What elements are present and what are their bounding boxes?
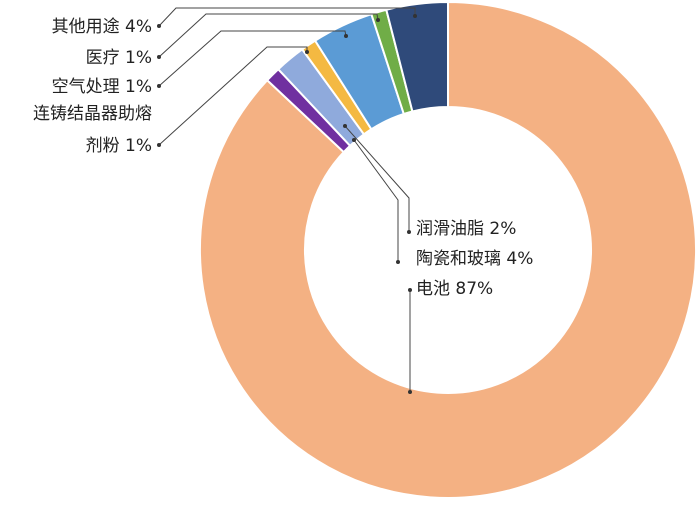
leader-dot [408,288,412,292]
slice-other [385,0,449,113]
label-ceramics: 陶瓷和玻璃 4% [416,249,533,269]
leader-dot [157,24,161,28]
leader-dot [376,18,380,22]
leader-dot [343,124,347,128]
label-grease: 润滑油脂 2% [416,219,516,239]
leader-dot [157,55,161,59]
leader-dot [396,260,400,264]
leader-ceramics [353,139,399,262]
slice-labels: 其他用途 4% 医疗 1% 空气处理 1% 连铸结晶器助熔 剂粉 1% 润滑油脂… [33,17,533,299]
leader-dot [157,84,161,88]
leader-flux [158,46,308,146]
leader-medical [158,13,379,58]
leader-dot [352,138,356,142]
leader-dot [157,143,161,147]
leader-air [158,30,347,87]
leader-dot [344,34,348,38]
leader-dot [408,390,412,394]
donut-slices [199,0,697,499]
label-batteries: 电池 87% [416,279,493,299]
label-flux-line1: 连铸结晶器助熔 [33,104,152,124]
leader-grease [344,125,410,232]
leader-dot [407,230,411,234]
leader-lines [157,7,417,394]
label-medical: 医疗 1% [86,48,152,68]
slice-batteries [199,0,697,499]
leader-dot [305,50,309,54]
leader-other [158,7,416,27]
label-other: 其他用途 4% [52,17,152,37]
leader-dot [413,14,417,18]
label-air-treatment: 空气处理 1% [52,77,152,97]
label-flux-line2: 剂粉 1% [86,136,152,156]
